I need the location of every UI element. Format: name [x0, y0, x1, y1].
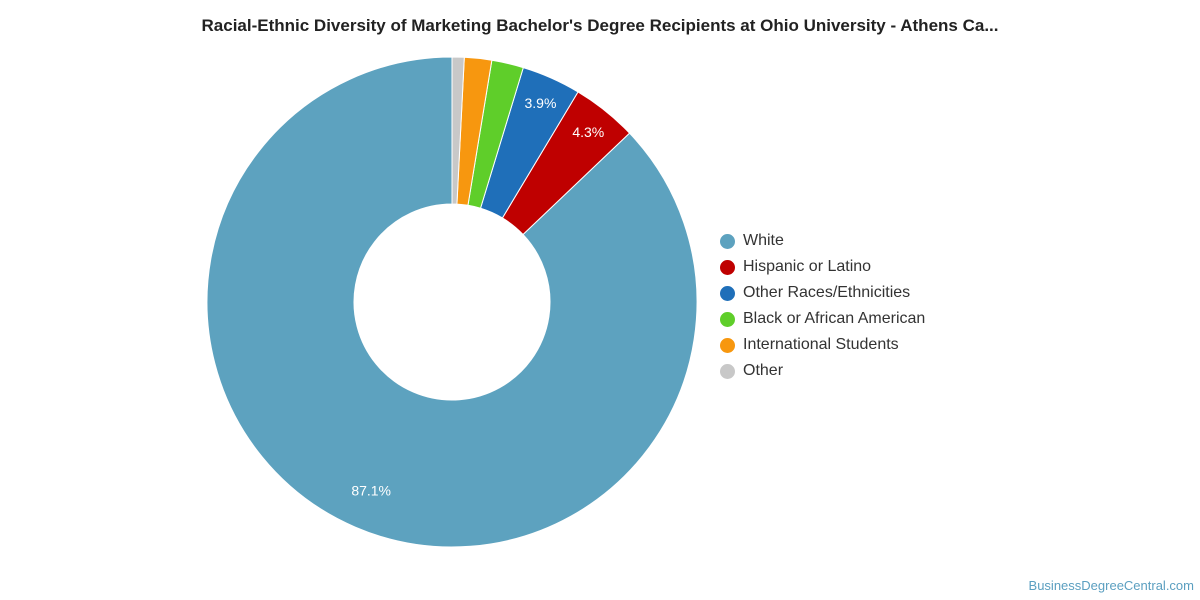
slice-label-2: 3.9% — [524, 95, 556, 111]
legend-label: Hispanic or Latino — [743, 258, 872, 275]
slice-0[interactable] — [206, 56, 698, 548]
legend-label: Other — [743, 362, 784, 379]
slice-4[interactable] — [456, 56, 493, 206]
slice-label-1: 4.3% — [572, 124, 604, 140]
legend-label: White — [743, 232, 784, 249]
legend-item-4[interactable]: International Students — [720, 332, 925, 358]
chart-legend: White Hispanic or Latino Other Races/Ethni… — [720, 228, 925, 384]
legend-swatch — [720, 259, 735, 275]
legend-label: Other Races/Ethnicities — [743, 284, 911, 301]
watermark[interactable]: BusinessDegreeCentral.com — [1028, 578, 1194, 593]
slice-1[interactable] — [501, 91, 631, 236]
chart-title: Racial-Ethnic Diversity of Marketing Bac… — [201, 16, 999, 35]
slice-2[interactable] — [479, 66, 579, 219]
legend-item-2[interactable]: Other Races/Ethnicities — [720, 280, 925, 306]
legend-item-0[interactable]: White — [720, 228, 925, 254]
slice-5[interactable] — [451, 56, 465, 205]
legend-swatch — [720, 311, 735, 327]
legend-item-1[interactable]: Hispanic or Latino — [720, 254, 925, 280]
legend-label: International Students — [743, 336, 899, 353]
legend-item-3[interactable]: Black or African American — [720, 306, 925, 332]
legend-swatch — [720, 363, 735, 379]
slice-label-0: 87.1% — [351, 482, 391, 498]
legend-swatch — [720, 233, 735, 249]
slice-3[interactable] — [467, 59, 524, 209]
legend-swatch — [720, 337, 735, 353]
legend-label: Black or African American — [743, 310, 926, 327]
legend-item-5[interactable]: Other — [720, 358, 925, 384]
legend-swatch — [720, 285, 735, 301]
